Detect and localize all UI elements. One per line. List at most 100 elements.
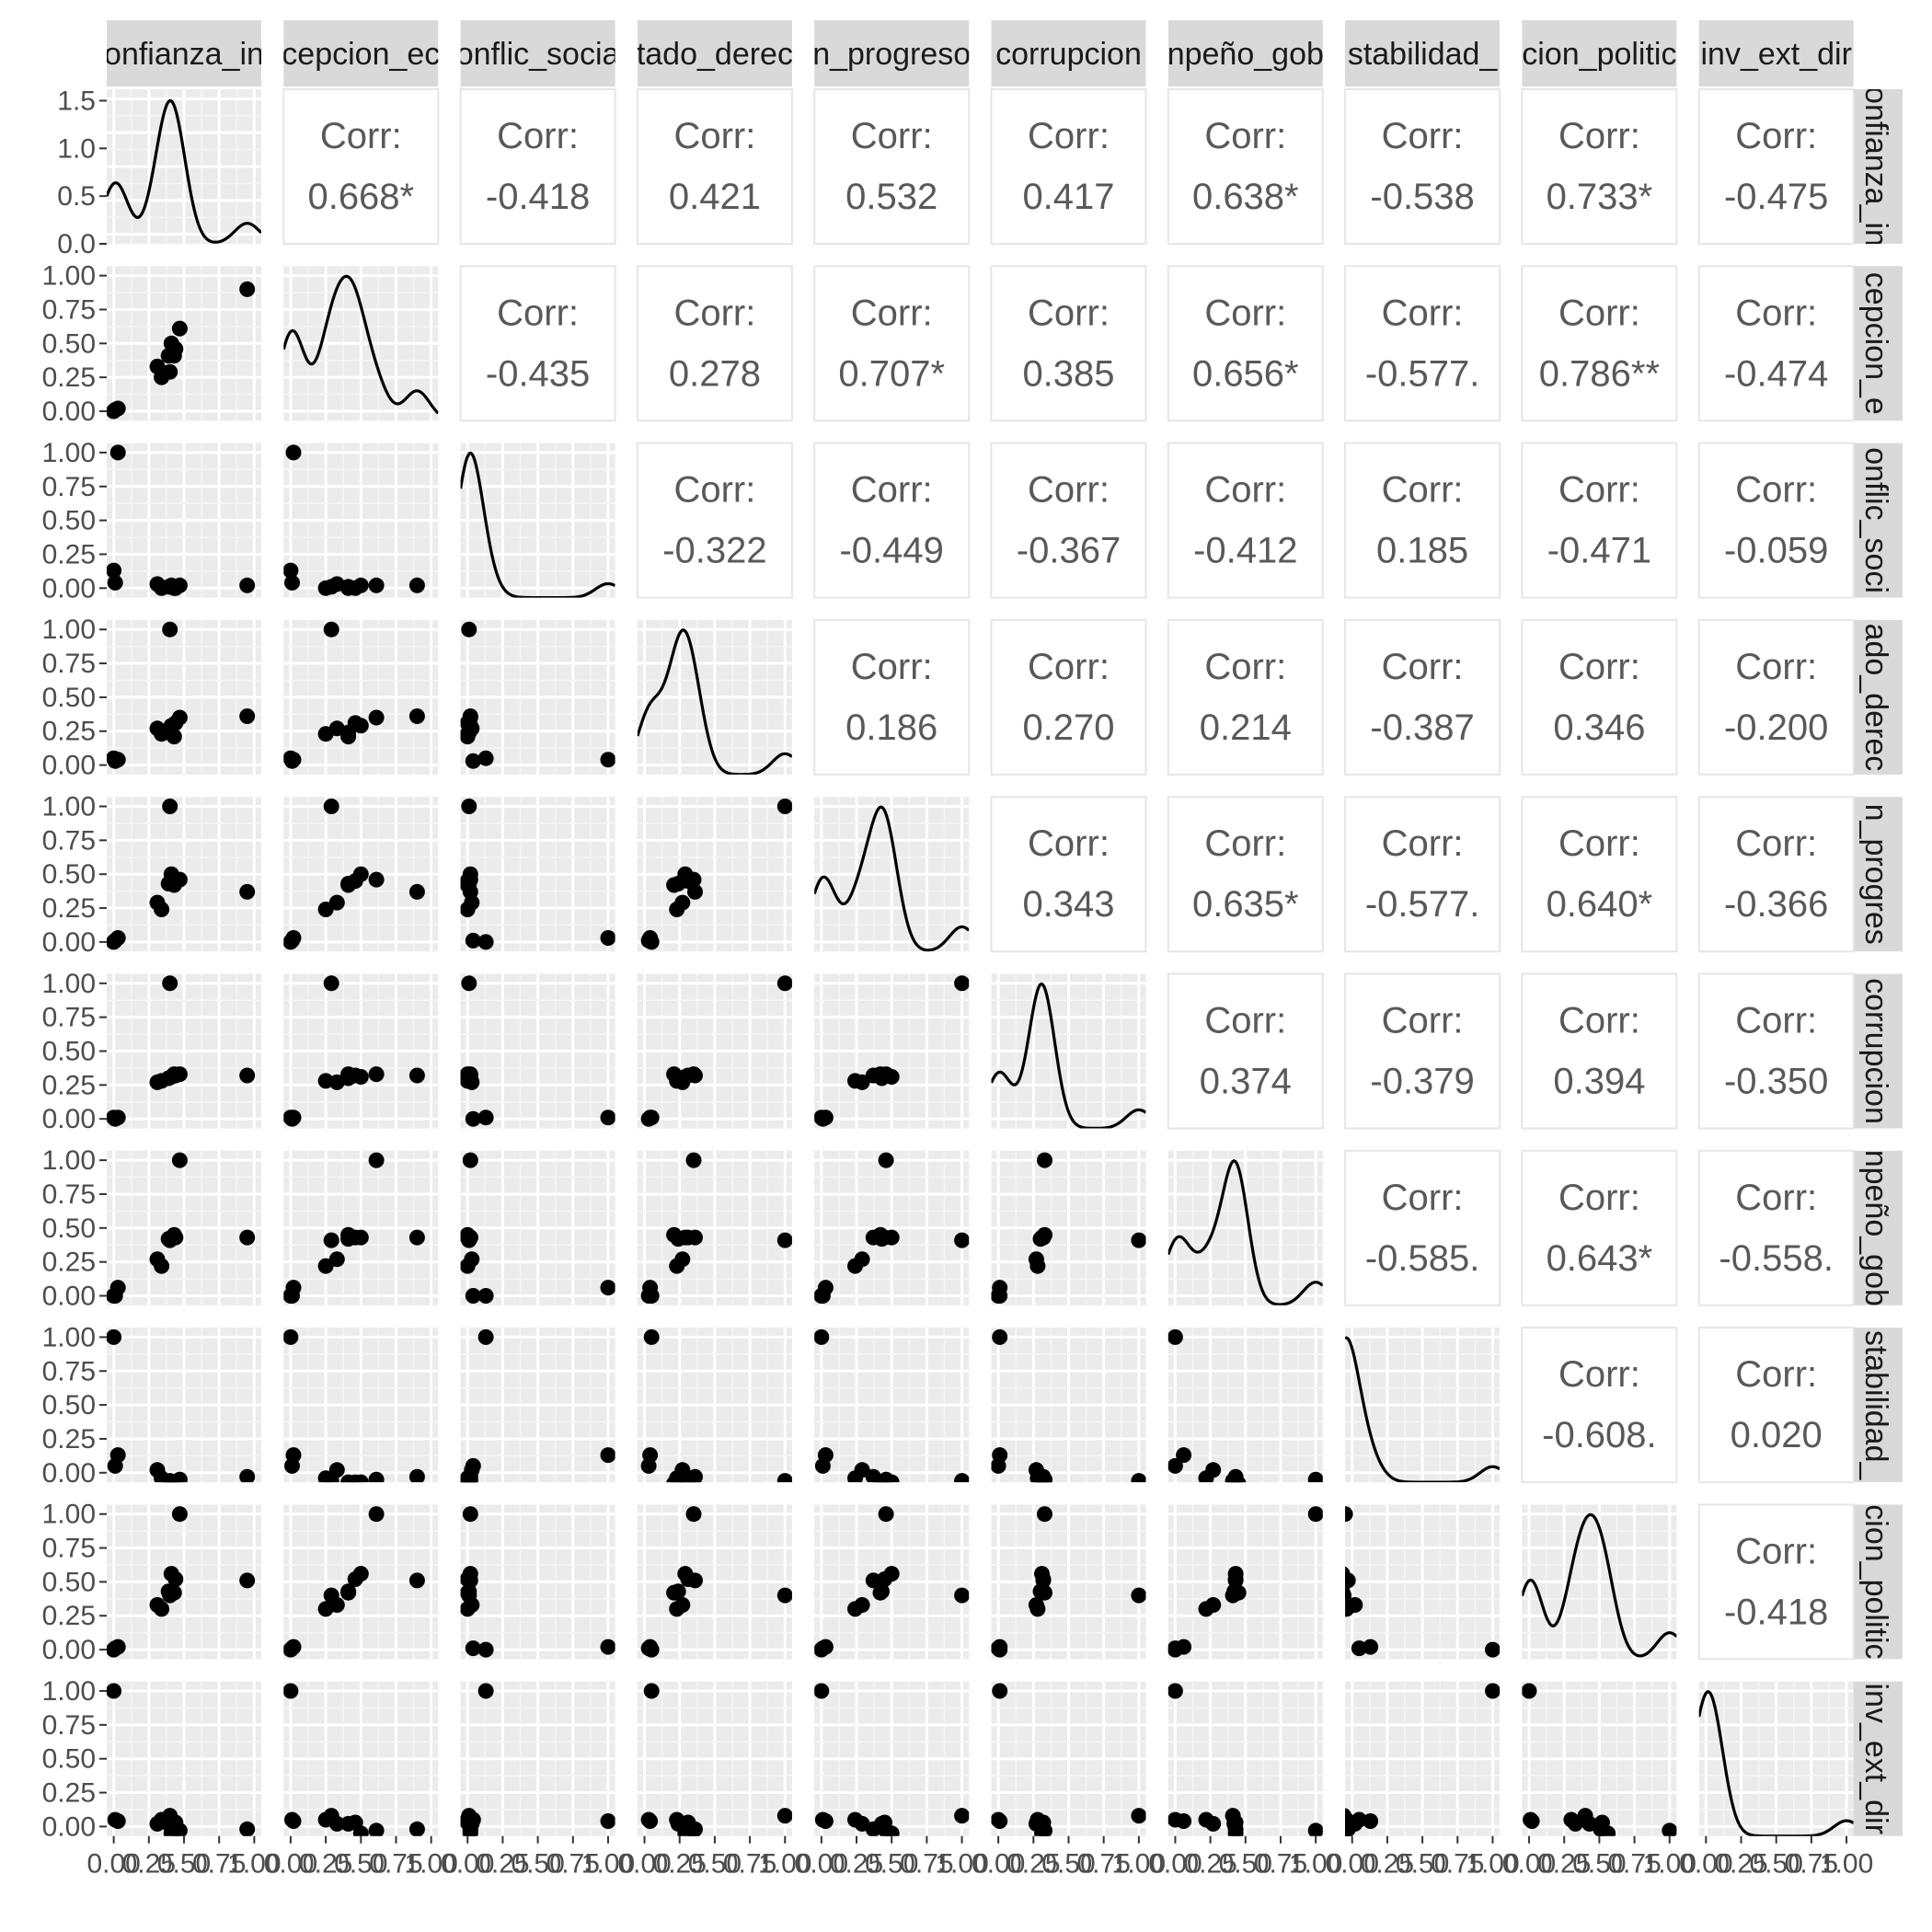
scatter-point [239, 281, 256, 297]
corr-panel [1521, 618, 1678, 776]
scatter-point [239, 708, 256, 724]
panel-grid [1167, 1150, 1323, 1305]
scatter-point [817, 1110, 834, 1126]
x-tick-label: 0.50 [1041, 1849, 1095, 1880]
panel-grid [991, 1681, 1146, 1836]
corr-panel [1167, 618, 1324, 776]
top-strip-label: inv_ext_dir [1700, 37, 1851, 72]
scatter-point [1227, 1821, 1244, 1836]
panel-grid [283, 266, 439, 421]
y-tick-label: 0.50 [42, 1567, 96, 1597]
density-line [1522, 1512, 1677, 1658]
corr-panel [1521, 796, 1678, 953]
corr-label: Corr: [1204, 647, 1286, 687]
panel-grid [107, 89, 261, 244]
x-tick-label: 1.00 [1112, 1849, 1166, 1880]
corr-label: Corr: [851, 116, 933, 156]
top-strip-label: cion_politic [1522, 37, 1676, 72]
scatter-point [166, 877, 182, 893]
corr-panel [636, 442, 793, 599]
corr-label: Corr: [320, 116, 402, 156]
corr-value: -0.608. [1542, 1415, 1657, 1455]
scatter-point [285, 1110, 302, 1126]
scatter-point [1167, 1457, 1183, 1474]
scatter-point [317, 902, 334, 917]
y-tick-label: 0.00 [42, 397, 96, 427]
scatter-point [687, 883, 703, 900]
scatter-point [340, 1584, 357, 1601]
x-tick-label: 0.00 [264, 1849, 317, 1880]
x-tick-label: 1.00 [581, 1849, 635, 1880]
panel-grid [814, 1150, 970, 1305]
scatter-point [687, 1067, 703, 1084]
corr-panel [636, 265, 793, 422]
top-strip-label-group: tado_derec [638, 37, 792, 72]
scatter-point [872, 1476, 889, 1483]
corr-panel [1697, 618, 1855, 776]
top-strip-label-group: corrupcion [995, 37, 1142, 72]
y-tick-label: 0.50 [42, 1744, 96, 1775]
top-strip [1522, 20, 1677, 86]
scatter-point [1345, 1808, 1352, 1823]
y-tick-label: 0.75 [42, 649, 96, 679]
panel-grid [814, 1681, 970, 1836]
panel-grid [283, 797, 439, 952]
scatter-point [687, 1821, 703, 1836]
density-line [283, 274, 439, 415]
panel-grid [460, 973, 615, 1129]
top-strip-label: n_progreso [812, 37, 971, 72]
top-strip-label: stabilidad_ [1348, 37, 1499, 72]
corr-panel [990, 88, 1147, 245]
scatter-point [872, 1066, 889, 1083]
top-strip-label-group: n_progreso [812, 37, 971, 72]
scatter-point [368, 1471, 385, 1483]
top-strip [1345, 20, 1501, 86]
corr-panel [1521, 972, 1678, 1130]
scatter-point [817, 1447, 834, 1464]
scatter-point [323, 975, 339, 992]
corr-panel [1697, 972, 1855, 1130]
scatter-point [283, 1683, 299, 1699]
density-line [1167, 1159, 1323, 1305]
scatter-point [109, 400, 126, 417]
y-tick-label: 0.25 [42, 1248, 96, 1278]
top-strip [814, 20, 970, 86]
scatter-point [877, 1571, 893, 1587]
right-strip-label-group: inv_ext_dir [1858, 1683, 1893, 1834]
panel-grid [637, 1150, 792, 1305]
corr-panel [1697, 88, 1855, 245]
x-tick-label: 0.00 [617, 1849, 671, 1880]
scatter-point [687, 1572, 703, 1589]
scatter-point [239, 1572, 256, 1589]
x-tick-label: 0.25 [299, 1849, 352, 1880]
x-tick-label: 0.00 [1679, 1849, 1732, 1880]
scatter-point [992, 1639, 1008, 1655]
scatter-point [347, 1571, 363, 1587]
y-tick-label: 0.50 [42, 1390, 96, 1420]
panel-grid [283, 619, 439, 775]
scatter-point [477, 1683, 494, 1699]
corr-label: Corr: [1735, 823, 1817, 864]
scatter-point [872, 1584, 889, 1601]
corr-panel [1521, 88, 1678, 245]
scatter-point [462, 708, 478, 724]
right-strip [1851, 1150, 1903, 1305]
scatter-point [1577, 1808, 1593, 1824]
corr-panel [282, 88, 440, 245]
right-strip [1851, 443, 1903, 598]
top-strip [1698, 20, 1854, 86]
density-line [1345, 1336, 1501, 1483]
panel-grid [637, 1504, 792, 1660]
scatter-point [1230, 1584, 1247, 1601]
scatter-point [477, 1288, 494, 1304]
scatter-point [460, 1258, 476, 1274]
scatter-point [685, 1506, 702, 1523]
corr-value: -0.449 [839, 531, 943, 571]
scatter-point [954, 975, 970, 992]
corr-value: 0.374 [1200, 1062, 1292, 1102]
scatter-point [643, 1683, 660, 1699]
corr-label: Corr: [1382, 293, 1464, 333]
y-tick-label: 0.00 [42, 751, 96, 781]
corr-value: -0.350 [1724, 1062, 1828, 1102]
density-line [814, 805, 970, 952]
